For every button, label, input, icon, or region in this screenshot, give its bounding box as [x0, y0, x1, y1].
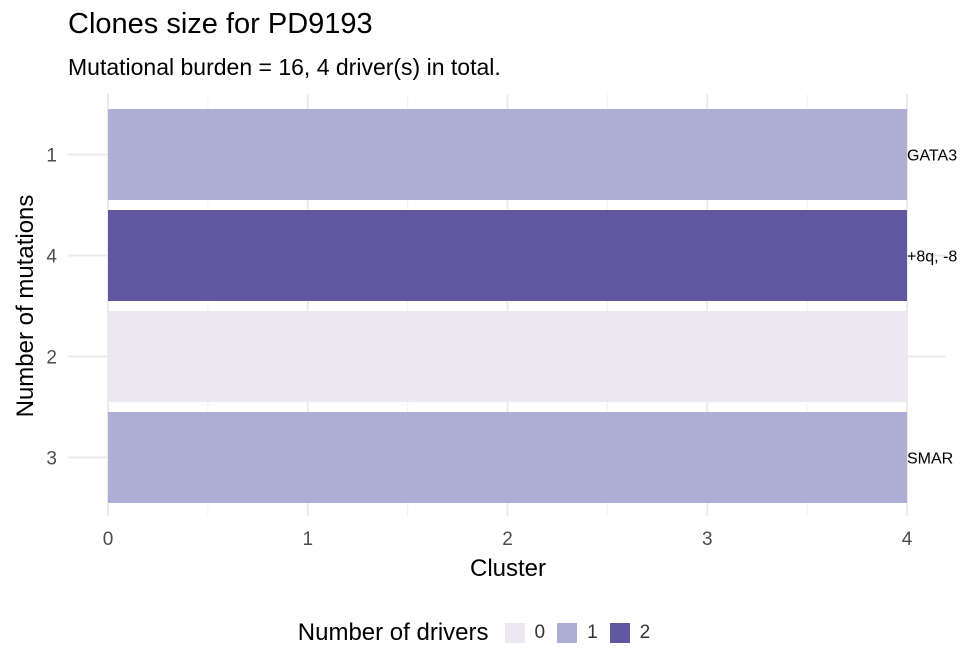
y-tick-label: 3 [46, 449, 57, 470]
chart-subtitle: Mutational burden = 16, 4 driver(s) in t… [68, 54, 501, 80]
legend-title: Number of drivers [297, 619, 489, 646]
x-axis-label: Cluster [470, 555, 546, 582]
chart-title: Clones size for PD9193 [68, 8, 373, 40]
bar-data-label: +8q, -8 [907, 249, 957, 266]
x-tick-label: 0 [103, 529, 114, 550]
bar [108, 210, 907, 301]
bar [108, 311, 907, 402]
x-tick-label: 1 [302, 529, 313, 550]
legend: Number of drivers 0 1 2 [0, 616, 960, 650]
bar [108, 412, 907, 503]
bar-labels: GATA3 +8q, -8 SMAR [907, 148, 957, 468]
bar-data-label: GATA3 [907, 148, 957, 165]
legend-label-2: 2 [639, 622, 651, 643]
y-tick-label: 1 [46, 146, 57, 167]
y-tick-label: 4 [46, 247, 57, 268]
legend-swatch-2 [609, 623, 630, 643]
legend-swatch-1 [557, 623, 578, 643]
legend-swatch-0 [504, 623, 525, 643]
x-tick-label: 3 [702, 529, 713, 550]
bar-data-label: SMAR [907, 451, 953, 468]
legend-label-0: 0 [534, 622, 546, 643]
bars [108, 109, 907, 503]
y-tick-label: 2 [46, 348, 57, 369]
tick-labels: 1 4 2 3 0 1 2 3 4 [46, 146, 912, 551]
legend-label-1: 1 [587, 622, 598, 643]
legend-item-0: 0 [504, 622, 546, 644]
y-axis-label: Number of mutations [12, 195, 39, 418]
legend-item-1: 1 [557, 622, 598, 644]
x-tick-label: 4 [902, 529, 913, 550]
x-tick-label: 2 [502, 529, 513, 550]
bar [108, 109, 907, 200]
legend-item-2: 2 [609, 622, 651, 644]
